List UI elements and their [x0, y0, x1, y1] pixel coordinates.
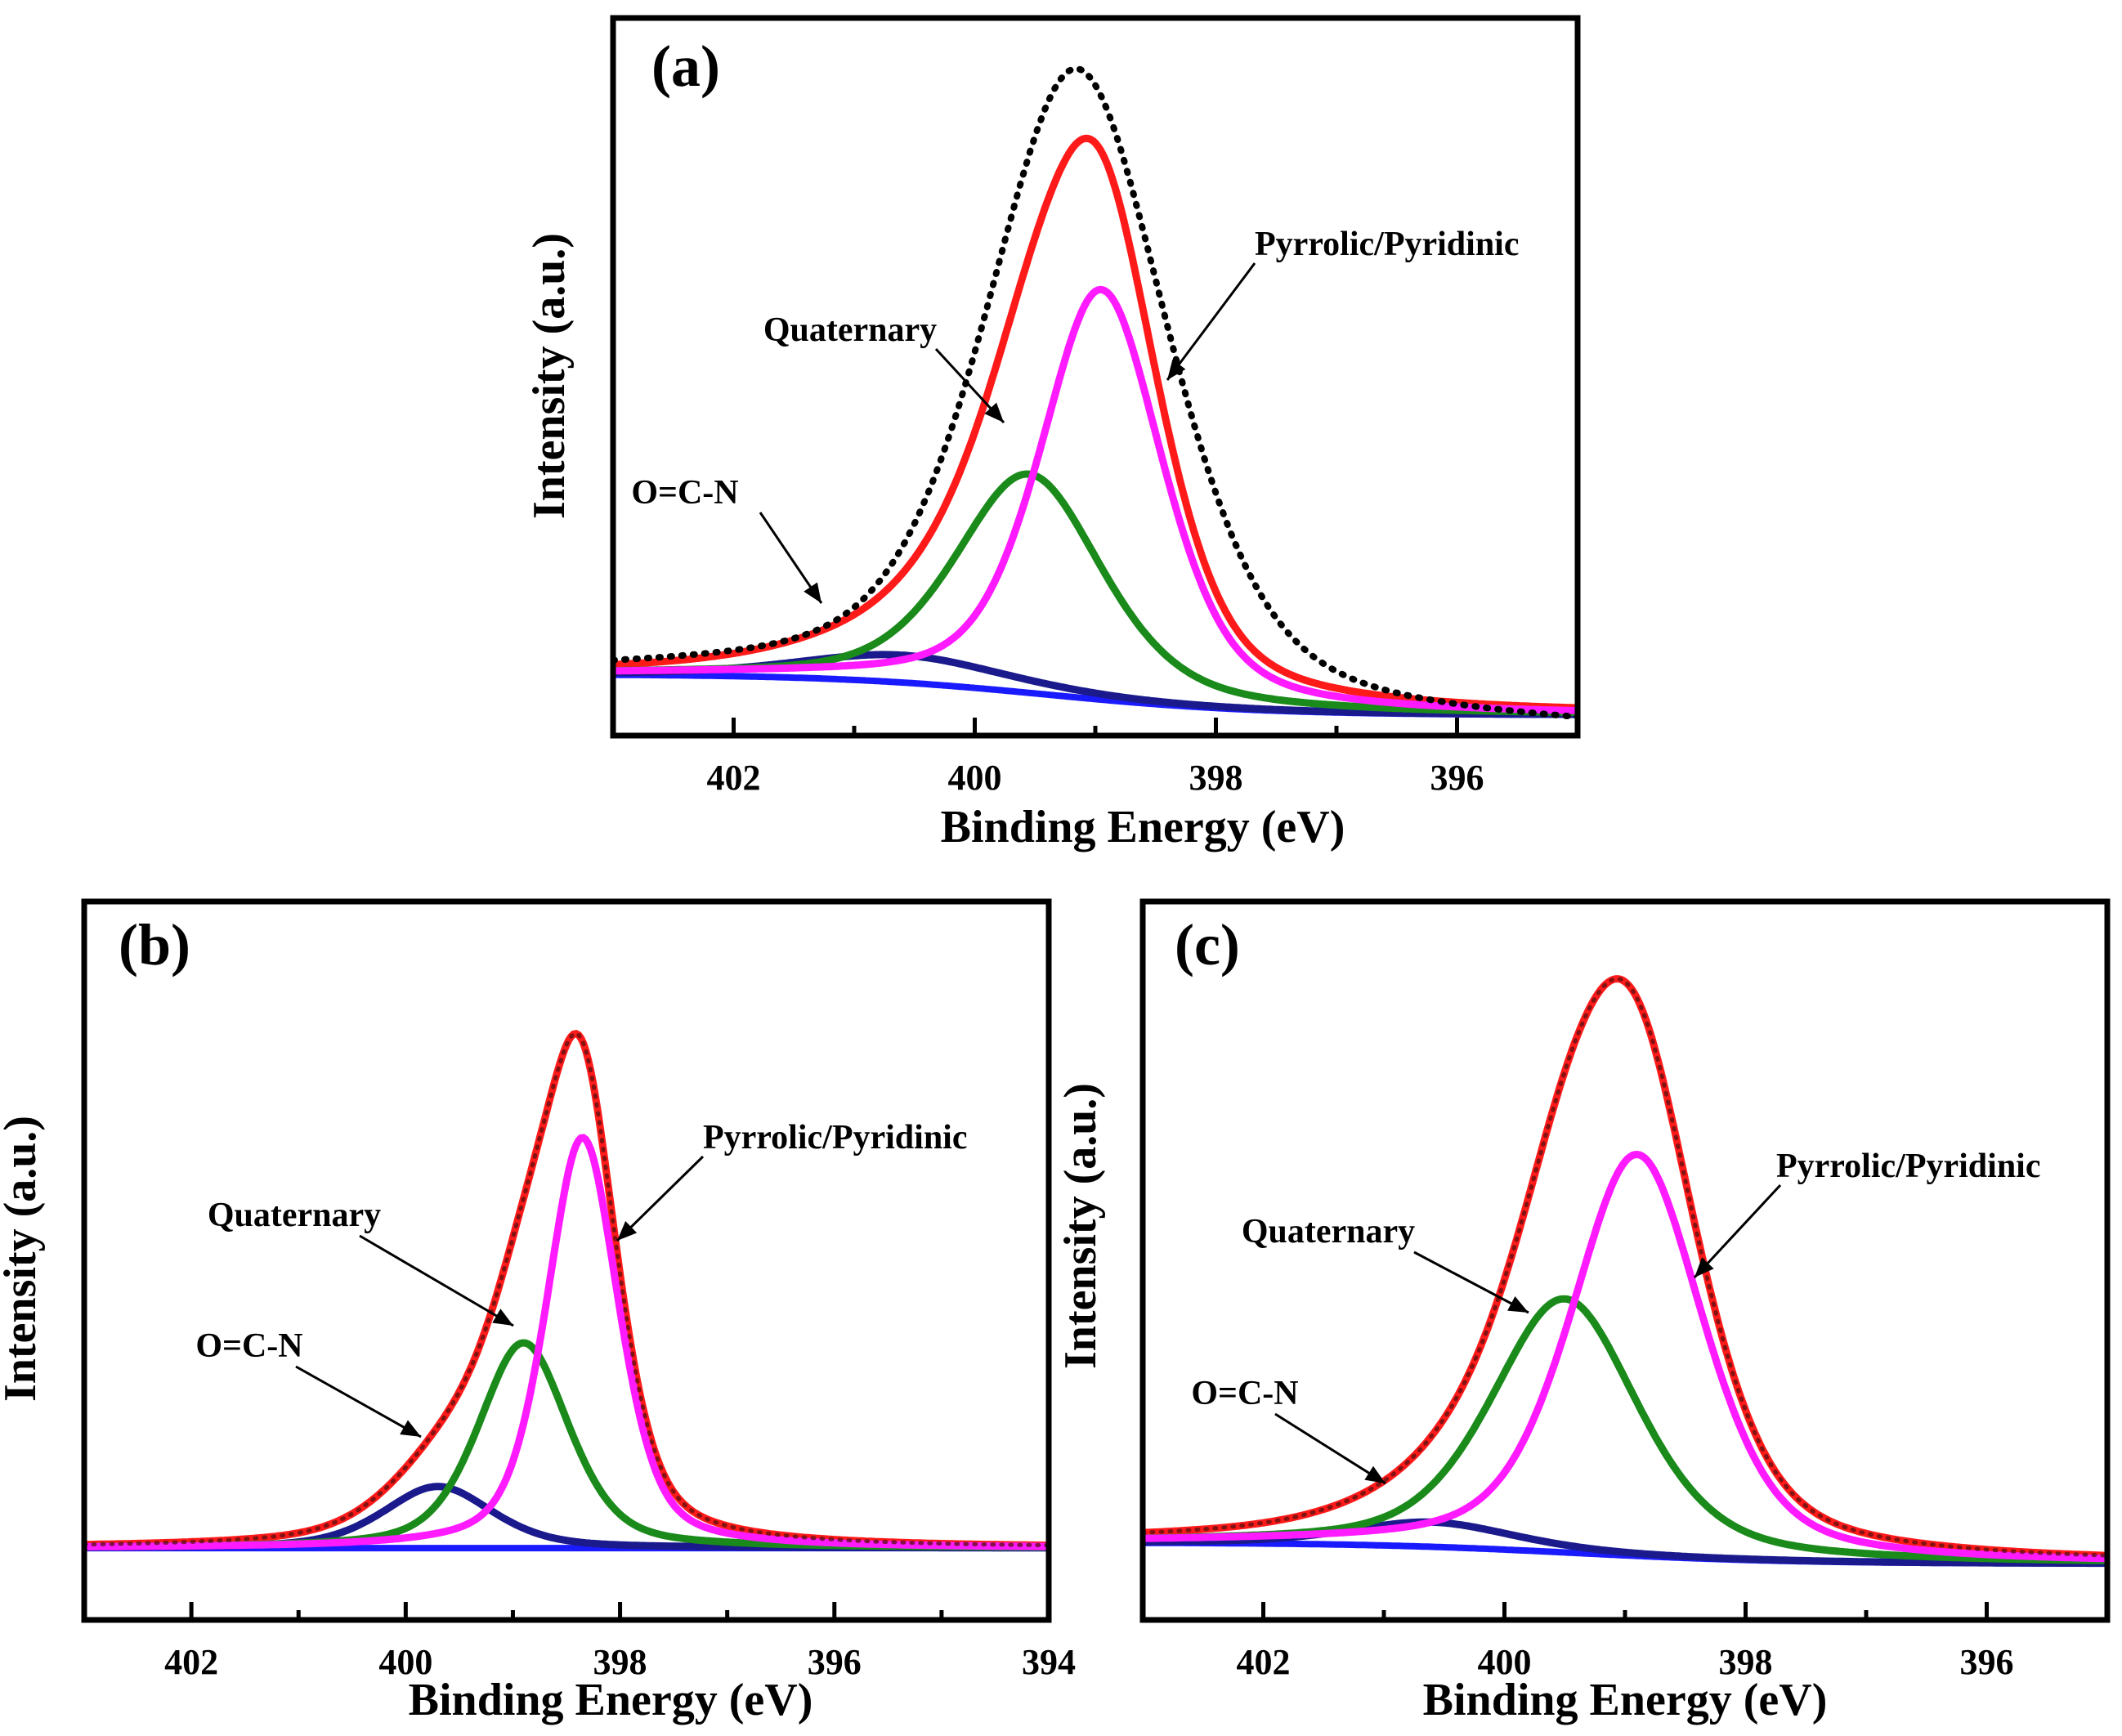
plot-frame [81, 898, 1052, 1623]
annotation-arrow [1693, 1183, 1782, 1279]
x-tick-label: 402 [1237, 1642, 1291, 1682]
annotation-arrowhead [617, 1221, 638, 1241]
raw-data-dots [84, 1031, 1049, 1548]
annotation-arrow [1413, 1251, 1529, 1314]
x-tick-label: 400 [378, 1642, 432, 1682]
panel-b: 402 400 398 396 394 (b) Binding Energy (eV) Int… [0, 898, 1076, 1725]
y-axis-label: Intensity (a.u.) [524, 233, 575, 519]
fit-envelope-line [84, 1029, 1049, 1550]
plot-frame [610, 15, 1581, 739]
x-tick-label: 402 [164, 1642, 218, 1682]
annotation-arrow [359, 1234, 514, 1327]
peak-line-pyrrolic-pyridinic [1143, 1150, 2107, 1563]
annotation-label: Quaternary [763, 311, 937, 349]
panel-c: 402 400 398 396 (c) Binding Energy (eV) Intens… [1055, 898, 2111, 1725]
annotation-arrow [1166, 262, 1256, 381]
raw-data-dots [613, 65, 1578, 720]
annotation-arrowhead [492, 1309, 513, 1326]
plot-area [84, 1029, 1049, 1552]
x-axis-label: Binding Energy (eV) [941, 802, 1345, 852]
annotation-arrowhead [1694, 1257, 1714, 1277]
panel-a: 402 400 398 396 (a) Binding Energy (eV) Intens… [524, 15, 1581, 852]
y-axis-label: Intensity (a.u.) [1055, 1083, 1106, 1369]
annotation-arrowhead [984, 402, 1004, 423]
fit-envelope-line [1143, 975, 2107, 1559]
annotation-arrowhead [1167, 359, 1186, 380]
plot-area [1143, 975, 2107, 1568]
fit-envelope-line [613, 134, 1578, 712]
peak-line-pyrrolic-pyridinic [84, 1134, 1049, 1550]
annotation-label: Quaternary [208, 1197, 381, 1234]
x-tick-label: 396 [808, 1642, 862, 1682]
annotation-label: O=C-N [1191, 1375, 1298, 1412]
x-tick-label: 400 [1478, 1642, 1532, 1682]
raw-data-dots [1143, 977, 2107, 1558]
x-axis-label: Binding Energy (eV) [409, 1675, 813, 1725]
annotation-arrow [295, 1365, 422, 1438]
annotation-arrowhead [400, 1420, 421, 1437]
annotation-arrowhead [804, 582, 821, 603]
x-tick-label: 394 [1022, 1642, 1076, 1682]
x-tick-label: 400 [948, 758, 1002, 798]
annotation-label: Quaternary [1242, 1213, 1415, 1251]
peak-line-pyrrolic-pyridinic [613, 285, 1578, 714]
x-tick-label: 402 [707, 758, 761, 798]
annotation-label: O=C-N [195, 1327, 302, 1365]
annotation-label: O=C-N [631, 474, 738, 512]
x-tick-label: 396 [1430, 758, 1484, 798]
annotation-arrow [616, 1155, 705, 1242]
peak-line-quaternary [84, 1339, 1049, 1551]
annotation-arrowhead [1364, 1465, 1386, 1483]
annotation-arrowhead [1507, 1295, 1529, 1313]
panel-label: (b) [119, 912, 190, 978]
annotation-label: Pyrrolic/Pyridinic [1776, 1148, 2041, 1185]
annotation-label: Pyrrolic/Pyridinic [703, 1119, 968, 1157]
panel-label: (c) [1175, 912, 1240, 978]
y-axis-label: Intensity (a.u.) [0, 1116, 46, 1402]
x-tick-label: 398 [1719, 1642, 1773, 1682]
plot-area [613, 65, 1578, 720]
annotation-label: Pyrrolic/Pyridinic [1255, 226, 1520, 263]
x-tick-label: 398 [593, 1642, 647, 1682]
x-axis-label: Binding Energy (eV) [1423, 1675, 1828, 1725]
x-tick-label: 398 [1189, 758, 1243, 798]
x-tick-label: 396 [1960, 1642, 2014, 1682]
annotation-arrow [1274, 1412, 1386, 1485]
plot-frame [1139, 898, 2111, 1623]
panel-label: (a) [651, 34, 720, 99]
